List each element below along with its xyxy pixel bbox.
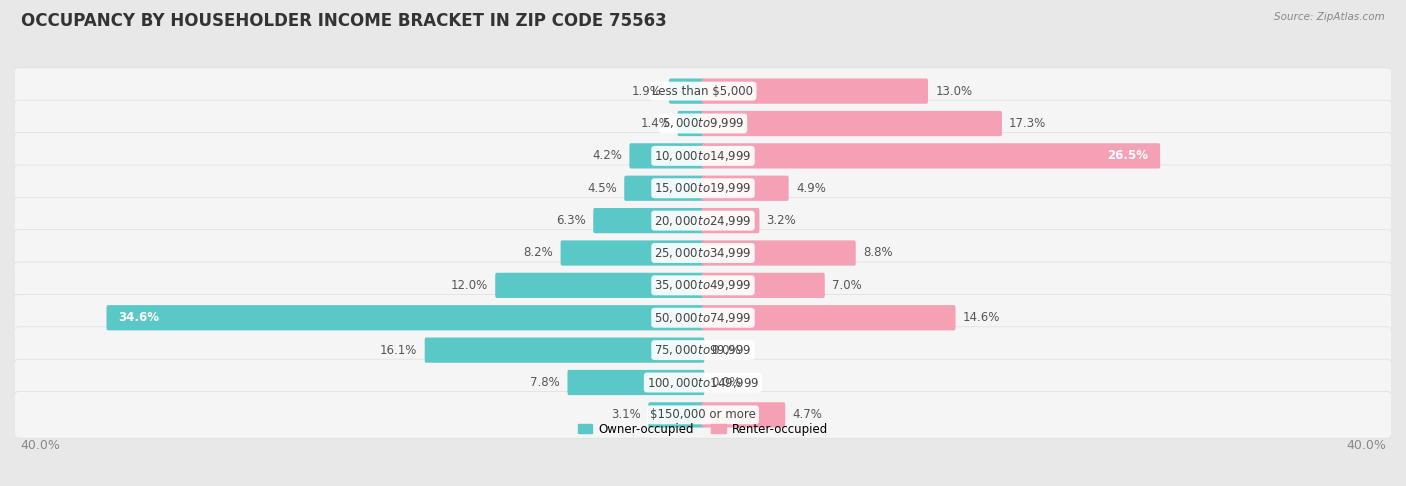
FancyBboxPatch shape	[107, 305, 704, 330]
FancyBboxPatch shape	[702, 273, 825, 298]
FancyBboxPatch shape	[13, 165, 1393, 211]
FancyBboxPatch shape	[13, 295, 1393, 341]
FancyBboxPatch shape	[669, 79, 704, 104]
Text: 4.5%: 4.5%	[588, 182, 617, 195]
Text: 40.0%: 40.0%	[20, 438, 60, 451]
Text: $150,000 or more: $150,000 or more	[650, 408, 756, 421]
Text: 7.0%: 7.0%	[832, 279, 862, 292]
Text: $50,000 to $74,999: $50,000 to $74,999	[654, 311, 752, 325]
FancyBboxPatch shape	[13, 133, 1393, 179]
FancyBboxPatch shape	[702, 79, 928, 104]
Text: $25,000 to $34,999: $25,000 to $34,999	[654, 246, 752, 260]
FancyBboxPatch shape	[702, 143, 1160, 169]
FancyBboxPatch shape	[702, 241, 856, 266]
Text: OCCUPANCY BY HOUSEHOLDER INCOME BRACKET IN ZIP CODE 75563: OCCUPANCY BY HOUSEHOLDER INCOME BRACKET …	[21, 12, 666, 30]
Text: Less than $5,000: Less than $5,000	[652, 85, 754, 98]
Legend: Owner-occupied, Renter-occupied: Owner-occupied, Renter-occupied	[574, 418, 832, 440]
FancyBboxPatch shape	[13, 327, 1393, 373]
FancyBboxPatch shape	[13, 262, 1393, 309]
FancyBboxPatch shape	[630, 143, 704, 169]
FancyBboxPatch shape	[495, 273, 704, 298]
Text: $15,000 to $19,999: $15,000 to $19,999	[654, 181, 752, 195]
Text: $100,000 to $149,999: $100,000 to $149,999	[647, 376, 759, 389]
FancyBboxPatch shape	[648, 402, 704, 428]
FancyBboxPatch shape	[702, 305, 956, 330]
Text: 4.2%: 4.2%	[592, 149, 623, 162]
FancyBboxPatch shape	[13, 392, 1393, 438]
Text: 4.7%: 4.7%	[793, 408, 823, 421]
FancyBboxPatch shape	[678, 111, 704, 136]
FancyBboxPatch shape	[624, 175, 704, 201]
Text: 0.0%: 0.0%	[711, 376, 741, 389]
Text: $5,000 to $9,999: $5,000 to $9,999	[662, 117, 744, 131]
Text: 7.8%: 7.8%	[530, 376, 560, 389]
FancyBboxPatch shape	[702, 111, 1002, 136]
Text: $20,000 to $24,999: $20,000 to $24,999	[654, 214, 752, 227]
FancyBboxPatch shape	[13, 100, 1393, 147]
Text: $10,000 to $14,999: $10,000 to $14,999	[654, 149, 752, 163]
FancyBboxPatch shape	[13, 230, 1393, 277]
Text: 6.3%: 6.3%	[557, 214, 586, 227]
Text: 12.0%: 12.0%	[451, 279, 488, 292]
Text: Source: ZipAtlas.com: Source: ZipAtlas.com	[1274, 12, 1385, 22]
Text: 1.9%: 1.9%	[631, 85, 662, 98]
FancyBboxPatch shape	[593, 208, 704, 233]
Text: 14.6%: 14.6%	[963, 311, 1000, 324]
FancyBboxPatch shape	[425, 337, 704, 363]
FancyBboxPatch shape	[13, 197, 1393, 244]
FancyBboxPatch shape	[13, 68, 1393, 114]
FancyBboxPatch shape	[702, 175, 789, 201]
Text: 8.2%: 8.2%	[523, 246, 554, 260]
Text: 1.4%: 1.4%	[641, 117, 671, 130]
FancyBboxPatch shape	[702, 208, 759, 233]
Text: 4.9%: 4.9%	[796, 182, 825, 195]
FancyBboxPatch shape	[13, 359, 1393, 406]
Text: $75,000 to $99,999: $75,000 to $99,999	[654, 343, 752, 357]
Text: 3.2%: 3.2%	[766, 214, 796, 227]
FancyBboxPatch shape	[561, 241, 704, 266]
Text: 17.3%: 17.3%	[1010, 117, 1046, 130]
Text: $35,000 to $49,999: $35,000 to $49,999	[654, 278, 752, 293]
Text: 8.8%: 8.8%	[863, 246, 893, 260]
Text: 13.0%: 13.0%	[935, 85, 973, 98]
Text: 34.6%: 34.6%	[118, 311, 159, 324]
FancyBboxPatch shape	[702, 402, 785, 428]
Text: 16.1%: 16.1%	[380, 344, 418, 357]
Text: 40.0%: 40.0%	[1346, 438, 1386, 451]
Text: 3.1%: 3.1%	[612, 408, 641, 421]
FancyBboxPatch shape	[568, 370, 704, 395]
Text: 26.5%: 26.5%	[1108, 149, 1149, 162]
Text: 0.0%: 0.0%	[711, 344, 741, 357]
